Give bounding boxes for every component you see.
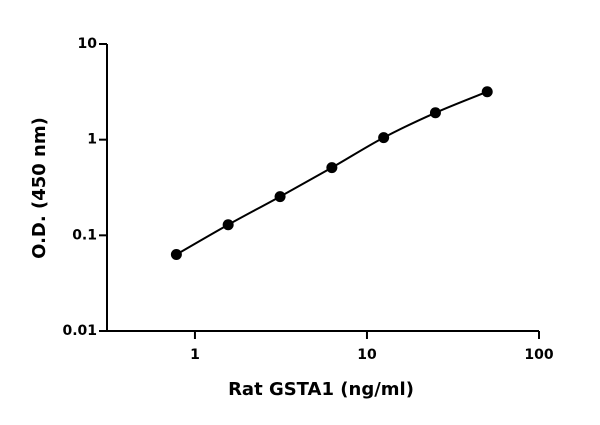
- data-point: [429, 107, 441, 119]
- data-point: [274, 191, 286, 203]
- y-tick-label: 0.1: [72, 227, 97, 243]
- data-point: [378, 132, 390, 144]
- data-point: [326, 162, 338, 174]
- data-point: [481, 86, 493, 98]
- x-tick-label: 100: [524, 347, 553, 363]
- y-tick-label: 10: [78, 36, 98, 52]
- x-axis-title: Rat GSTA1 (ng/ml): [228, 379, 414, 400]
- data-point: [170, 249, 182, 261]
- y-tick-label: 0.01: [62, 323, 97, 339]
- y-tick-label: 1: [87, 132, 97, 148]
- x-tick-label: 10: [357, 347, 377, 363]
- data-point: [222, 219, 234, 231]
- x-tick-label: 1: [190, 347, 200, 363]
- y-axis-title: O.D. (450 nm): [29, 117, 50, 259]
